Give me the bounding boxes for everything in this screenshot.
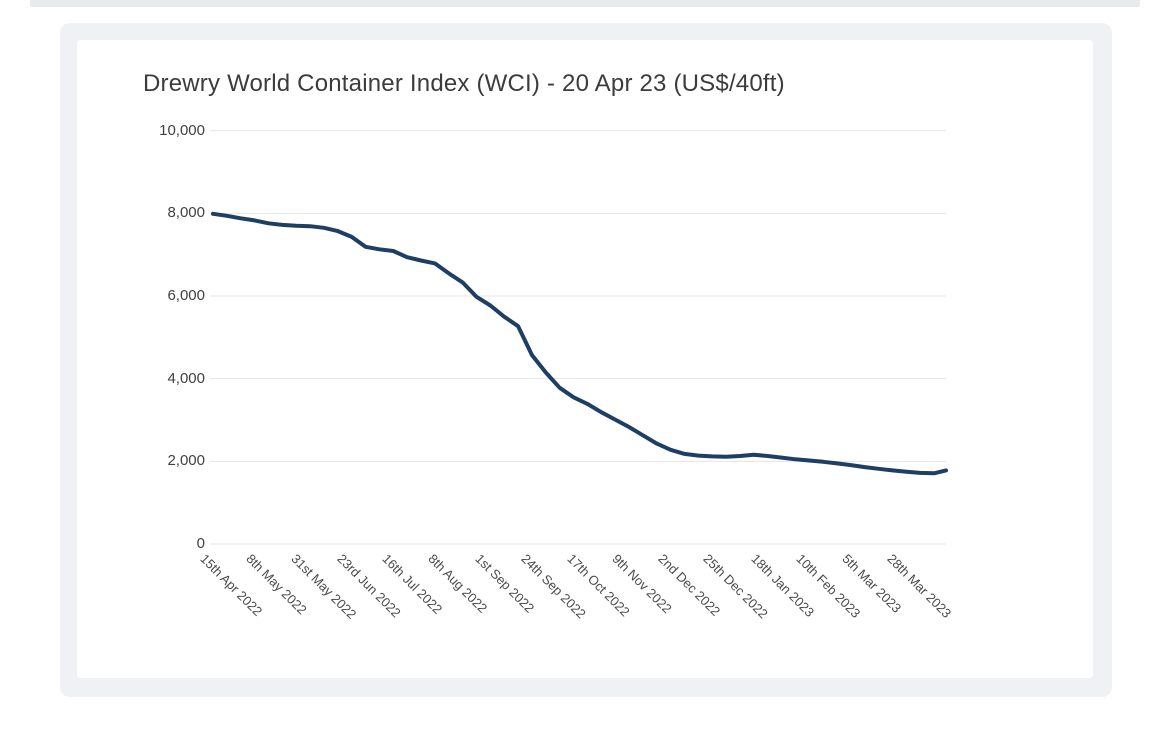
y-axis-label: 6,000 bbox=[167, 287, 205, 305]
y-axis-label: 8,000 bbox=[167, 204, 205, 222]
wci-series-line bbox=[211, 211, 948, 476]
y-axis-label: 2,000 bbox=[167, 452, 205, 470]
y-axis-label: 10,000 bbox=[159, 121, 205, 139]
top-edge-strip bbox=[30, 0, 1140, 7]
y-axis-label: 0 bbox=[196, 535, 205, 552]
y-axis-label: 4,000 bbox=[167, 369, 205, 387]
chart-card bbox=[77, 40, 1093, 678]
chart-title: Drewry World Container Index (WCI) - 20 … bbox=[143, 70, 785, 97]
